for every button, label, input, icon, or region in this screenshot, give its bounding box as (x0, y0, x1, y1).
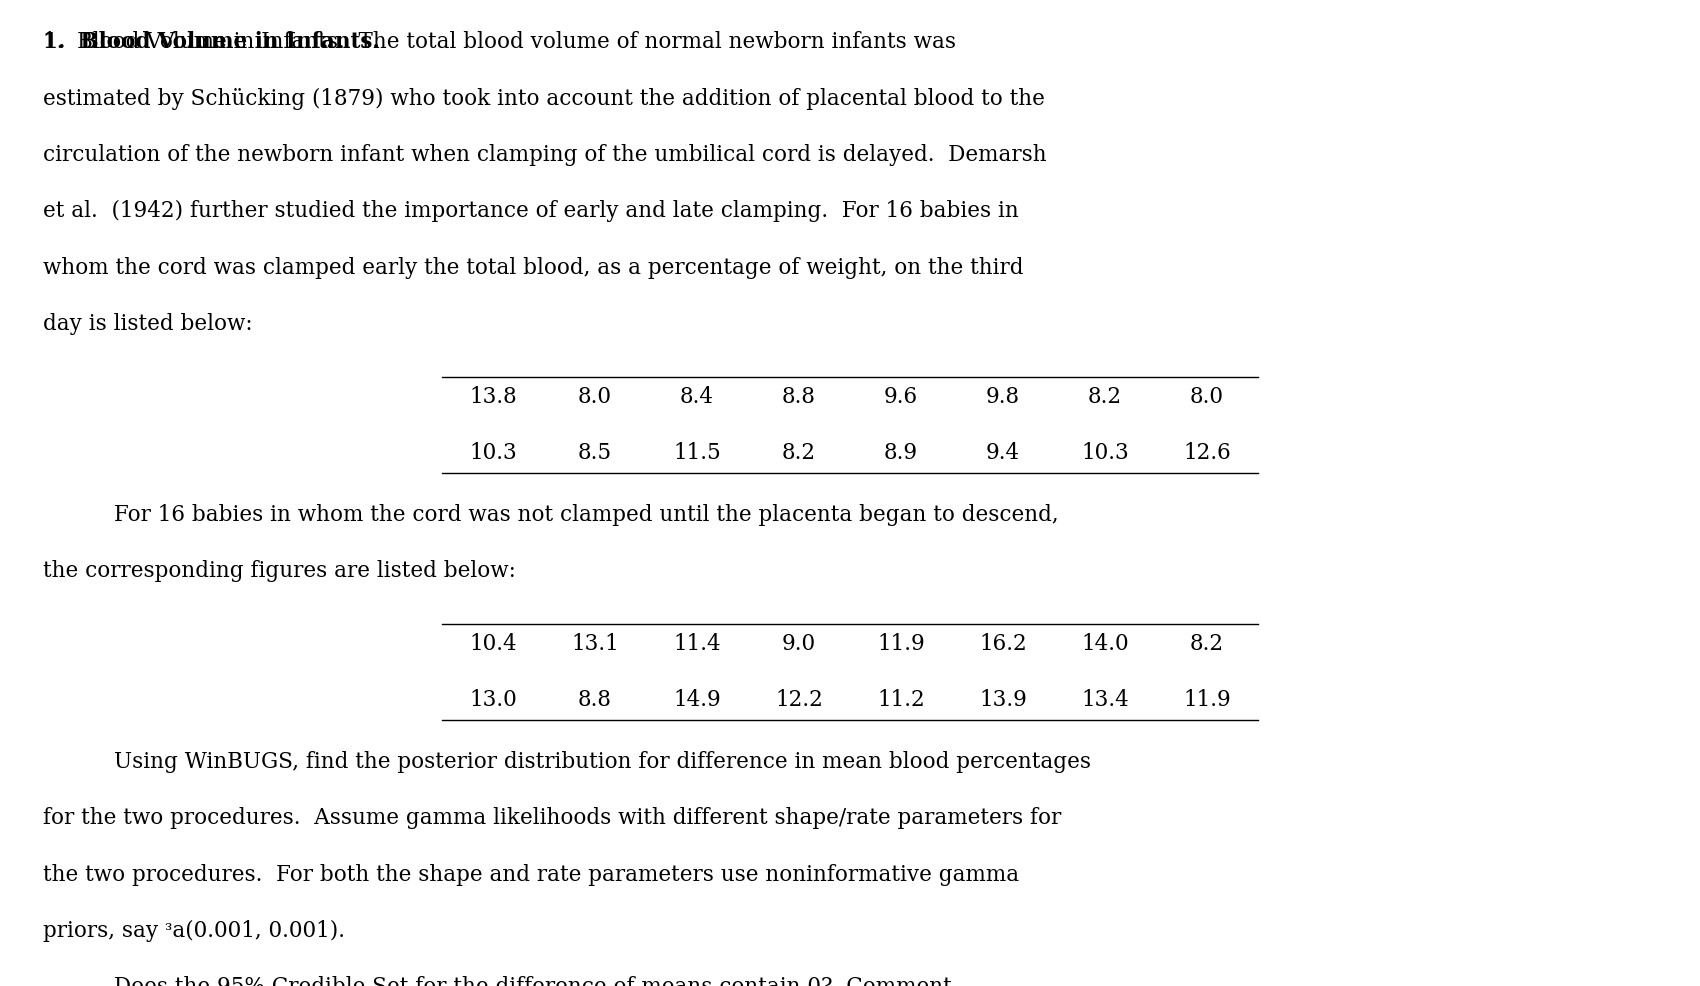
Text: 8.4: 8.4 (680, 386, 714, 407)
Text: 14.0: 14.0 (1081, 633, 1129, 655)
Text: 13.4: 13.4 (1081, 689, 1129, 711)
Text: 10.3: 10.3 (469, 442, 517, 463)
Text: 13.8: 13.8 (469, 386, 517, 407)
Text: 14.9: 14.9 (673, 689, 721, 711)
Text: day is listed below:: day is listed below: (42, 314, 252, 335)
Text: 12.2: 12.2 (775, 689, 823, 711)
Text: 9.6: 9.6 (884, 386, 918, 407)
Text: 13.9: 13.9 (979, 689, 1027, 711)
Text: 11.2: 11.2 (877, 689, 925, 711)
Text: 12.6: 12.6 (1183, 442, 1231, 463)
Text: Using WinBUGS, find the posterior distribution for difference in mean blood perc: Using WinBUGS, find the posterior distri… (114, 751, 1091, 773)
Text: whom the cord was clamped early the total blood, as a percentage of weight, on t: whom the cord was clamped early the tota… (42, 256, 1023, 279)
Text: for the two procedures.  Assume gamma likelihoods with different shape/rate para: for the two procedures. Assume gamma lik… (42, 808, 1061, 829)
Text: 9.4: 9.4 (986, 442, 1020, 463)
Text: 13.0: 13.0 (469, 689, 517, 711)
Text: estimated by Schücking (1879) who took into account the addition of placental bl: estimated by Schücking (1879) who took i… (42, 88, 1044, 109)
Text: 1.  Blood Volume in Infants.  The total blood volume of normal newborn infants w: 1. Blood Volume in Infants. The total bl… (42, 32, 955, 53)
Text: 8.8: 8.8 (578, 689, 612, 711)
Text: Does the 95% Credible Set for the difference of means contain 0?  Comment.: Does the 95% Credible Set for the differ… (114, 976, 959, 986)
Text: circulation of the newborn infant when clamping of the umbilical cord is delayed: circulation of the newborn infant when c… (42, 144, 1046, 166)
Text: 13.1: 13.1 (571, 633, 619, 655)
Text: 10.4: 10.4 (469, 633, 517, 655)
Text: 8.9: 8.9 (884, 442, 918, 463)
Text: 9.0: 9.0 (782, 633, 816, 655)
Text: the two procedures.  For both the shape and rate parameters use noninformative g: the two procedures. For both the shape a… (42, 864, 1018, 885)
Text: 11.9: 11.9 (877, 633, 925, 655)
Text: 8.2: 8.2 (782, 442, 816, 463)
Text: 11.5: 11.5 (673, 442, 721, 463)
Text: 9.8: 9.8 (986, 386, 1020, 407)
Text: 8.5: 8.5 (578, 442, 612, 463)
Text: priors, say ᵌa(0.001, 0.001).: priors, say ᵌa(0.001, 0.001). (42, 920, 345, 943)
Text: 16.2: 16.2 (979, 633, 1027, 655)
Text: 8.0: 8.0 (578, 386, 612, 407)
Text: 8.2: 8.2 (1088, 386, 1122, 407)
Text: 11.9: 11.9 (1183, 689, 1231, 711)
Text: 1.  Blood Volume in Infants.: 1. Blood Volume in Infants. (42, 32, 379, 53)
Text: 8.2: 8.2 (1190, 633, 1224, 655)
Text: 11.4: 11.4 (673, 633, 721, 655)
Text: 8.0: 8.0 (1190, 386, 1224, 407)
Text: 10.3: 10.3 (1081, 442, 1129, 463)
Text: the corresponding figures are listed below:: the corresponding figures are listed bel… (42, 560, 515, 582)
Text: 8.8: 8.8 (782, 386, 816, 407)
Text: For 16 babies in whom the cord was not clamped until the placenta began to desce: For 16 babies in whom the cord was not c… (114, 504, 1059, 526)
Text: et al.  (1942) further studied the importance of early and late clamping.  For 1: et al. (1942) further studied the import… (42, 200, 1018, 223)
